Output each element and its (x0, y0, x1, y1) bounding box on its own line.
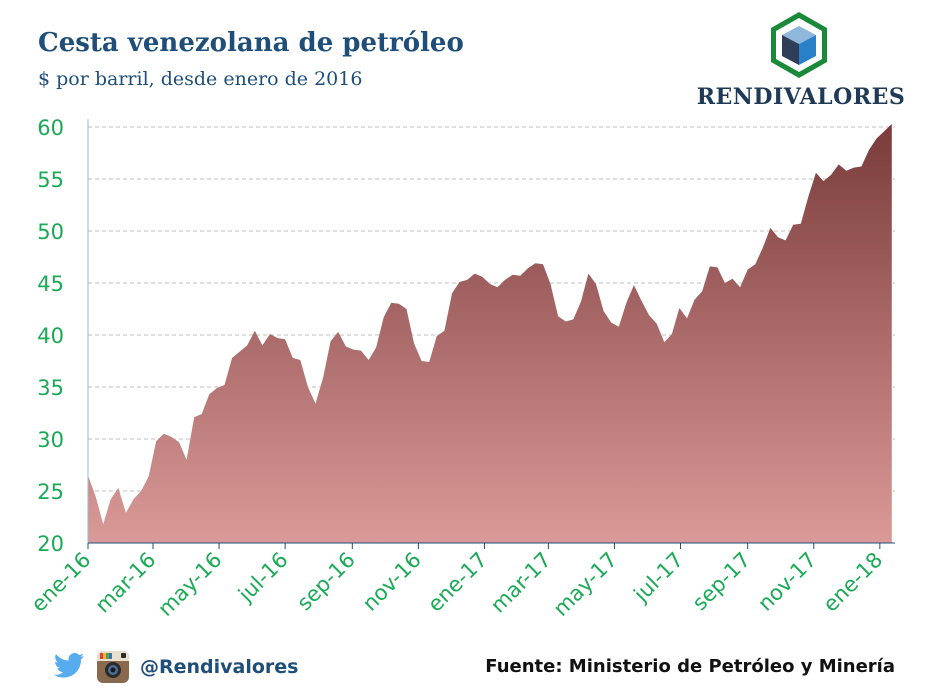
x-tick-label: ene-16 (27, 548, 96, 617)
x-tick-label: may-17 (549, 548, 622, 621)
y-tick-label: 20 (37, 532, 64, 556)
y-tick-label: 35 (37, 376, 64, 400)
y-tick-label: 30 (37, 428, 64, 452)
x-tick-label: mar-17 (486, 548, 556, 618)
x-tick-label: nov-17 (753, 548, 821, 616)
x-tick-label: mar-16 (91, 548, 161, 618)
footer-handle[interactable]: @Rendivalores (140, 656, 299, 678)
x-tick-label: ene-17 (423, 548, 492, 617)
chart-subtitle: $ por barril, desde enero de 2016 (38, 68, 363, 90)
x-tick-label: jul-17 (628, 548, 688, 608)
x-tick-label: ene-18 (818, 548, 887, 617)
y-tick-label: 60 (37, 116, 64, 140)
rendivalores-logo-icon (771, 12, 827, 78)
price-area (88, 123, 892, 544)
x-tick-label: may-16 (153, 548, 226, 621)
x-tick-label: sep-17 (688, 548, 756, 616)
y-tick-label: 50 (37, 220, 64, 244)
y-tick-label: 45 (37, 272, 64, 296)
instagram-icon[interactable] (96, 650, 130, 684)
x-tick-label: sep-16 (292, 548, 360, 616)
x-tick-label: jul-16 (233, 548, 293, 608)
chart-title: Cesta venezolana de petróleo (38, 28, 464, 58)
x-tick-label: nov-16 (358, 548, 426, 616)
twitter-icon[interactable] (52, 652, 86, 682)
y-tick-label: 25 (37, 480, 64, 504)
y-tick-label: 40 (37, 324, 64, 348)
footer-source: Fuente: Ministerio de Petróleo y Minería (485, 656, 895, 677)
y-tick-label: 55 (37, 168, 64, 192)
logo-text: RENDIVALORES (696, 84, 906, 110)
